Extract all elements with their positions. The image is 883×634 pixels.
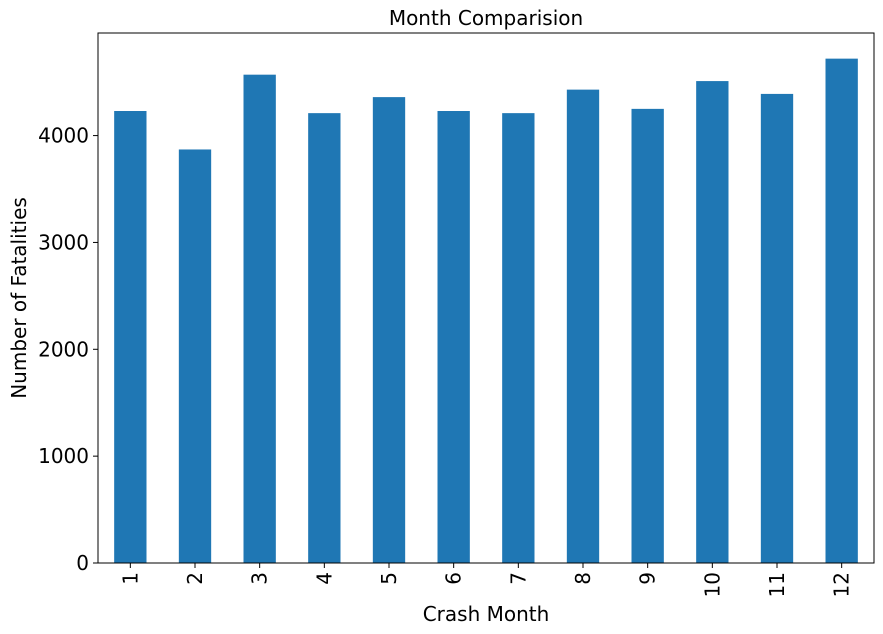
x-tick-label: 9 [636, 572, 660, 585]
x-tick-label: 6 [442, 572, 466, 585]
bar-month-12 [825, 58, 858, 563]
plot-frame [97, 32, 875, 564]
bar-month-4 [308, 113, 341, 564]
x-tick-label: 4 [312, 572, 336, 585]
chart-title: Month Comparision [389, 6, 583, 30]
y-tick-label: 1000 [38, 444, 89, 468]
x-tick-label: 11 [765, 572, 789, 597]
bar-month-9 [631, 108, 664, 563]
bar-month-5 [372, 97, 406, 563]
x-axis-label: Crash Month [423, 602, 550, 626]
bar-month-1 [114, 111, 147, 564]
y-axis-label: Number of Fatalities [7, 197, 31, 399]
bar-month-3 [243, 74, 276, 563]
x-tick-label: 3 [248, 572, 272, 585]
bar-month-10 [696, 81, 729, 563]
x-tick-label: 8 [571, 572, 595, 585]
x-tick-label: 1 [118, 572, 142, 585]
bars-group [114, 58, 858, 564]
x-tick-label: 2 [183, 572, 207, 585]
y-tick-label: 3000 [38, 230, 89, 254]
y-tick-label: 4000 [38, 124, 89, 148]
y-axis-ticks: 0 1000 2000 3000 4000 [38, 124, 98, 575]
y-tick-label: 2000 [38, 337, 89, 361]
bar-month-11 [760, 93, 794, 563]
x-tick-label: 10 [700, 572, 724, 597]
bar-month-8 [566, 89, 600, 564]
bar-month-7 [502, 113, 535, 564]
x-tick-label: 12 [830, 572, 854, 597]
y-tick-label: 0 [76, 551, 89, 575]
x-tick-label: 5 [377, 572, 401, 585]
bar-month-2 [178, 149, 212, 563]
x-tick-label: 7 [506, 572, 530, 585]
bar-month-6 [437, 111, 470, 564]
x-axis-ticks: 1 2 3 4 5 6 7 8 9 10 11 12 [118, 563, 854, 597]
